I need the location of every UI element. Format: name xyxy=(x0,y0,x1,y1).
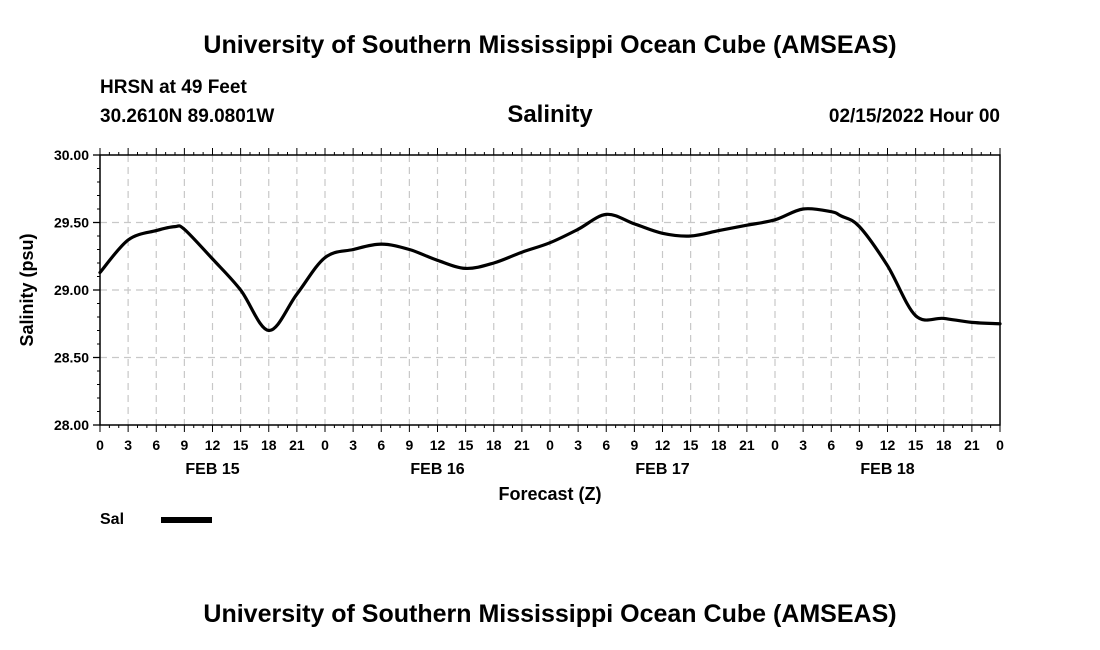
data-point xyxy=(174,225,176,228)
x-tick-label: 9 xyxy=(855,437,863,453)
data-point xyxy=(380,243,383,245)
x-tick-label: 6 xyxy=(377,437,385,453)
data-point xyxy=(942,317,945,320)
data-point xyxy=(436,259,439,262)
data-point xyxy=(239,289,242,291)
x-tick-label: 0 xyxy=(546,437,554,453)
y-tick-label: 30.00 xyxy=(54,147,89,163)
x-tick-label: 21 xyxy=(289,437,305,453)
x-tick-label: 3 xyxy=(349,437,357,453)
data-point xyxy=(717,229,720,232)
data-point xyxy=(830,210,833,213)
x-tick-label: 12 xyxy=(655,437,671,453)
data-point xyxy=(267,329,270,332)
page-title: University of Southern Mississippi Ocean… xyxy=(203,31,897,59)
data-point xyxy=(127,239,129,241)
data-point xyxy=(549,241,551,244)
footer-title: University of Southern Mississippi Ocean… xyxy=(203,600,897,628)
y-tick-label: 29.00 xyxy=(54,282,89,298)
x-tick-label: 6 xyxy=(602,437,610,453)
x-tick-label: 15 xyxy=(458,437,474,453)
x-tick-label: 12 xyxy=(430,437,446,453)
x-tick-label: 15 xyxy=(233,437,249,453)
x-tick-label: 9 xyxy=(630,437,638,453)
data-point xyxy=(839,214,842,217)
x-tick-label: 0 xyxy=(96,437,104,453)
data-point xyxy=(661,232,664,235)
data-point xyxy=(464,267,467,270)
forecast-datetime: 02/15/2022 Hour 00 xyxy=(828,106,1000,127)
x-tick-label: 12 xyxy=(880,437,896,453)
day-label: FEB 15 xyxy=(185,461,239,478)
data-point xyxy=(352,248,354,251)
y-tick-label: 28.50 xyxy=(54,350,89,366)
x-tick-label: 21 xyxy=(964,437,980,453)
y-tick-label: 28.00 xyxy=(54,417,89,433)
data-point xyxy=(296,293,298,295)
data-point xyxy=(858,225,861,228)
data-point xyxy=(211,258,214,260)
data-point xyxy=(774,219,776,221)
chart-title: Salinity xyxy=(507,101,593,128)
day-label: FEB 17 xyxy=(635,461,689,478)
data-point xyxy=(971,321,973,324)
x-tick-label: 0 xyxy=(996,437,1004,453)
x-tick-label: 0 xyxy=(771,437,779,453)
y-axis-label: Salinity (psu) xyxy=(17,233,37,346)
data-point xyxy=(408,248,411,251)
data-point xyxy=(633,223,636,225)
data-point xyxy=(914,314,917,317)
day-label: FEB 16 xyxy=(410,461,464,478)
data-point xyxy=(802,208,804,210)
legend-label: Sal xyxy=(100,511,125,528)
x-tick-label: 15 xyxy=(908,437,924,453)
x-tick-label: 18 xyxy=(711,437,727,453)
data-point xyxy=(886,264,889,267)
data-point xyxy=(183,228,186,231)
x-tick-label: 18 xyxy=(261,437,277,453)
x-axis-label: Forecast (Z) xyxy=(498,484,601,504)
data-point xyxy=(689,235,692,237)
x-tick-label: 12 xyxy=(205,437,221,453)
data-point xyxy=(155,229,158,232)
x-tick-label: 21 xyxy=(739,437,755,453)
x-tick-label: 9 xyxy=(180,437,188,453)
data-point xyxy=(605,213,608,216)
data-point xyxy=(746,224,748,226)
station-label: HRSN at 49 Feet xyxy=(100,77,247,98)
coordinates-label: 30.2610N 89.0801W xyxy=(100,106,275,127)
legend-swatch xyxy=(161,517,212,523)
data-point xyxy=(577,228,579,231)
x-tick-label: 18 xyxy=(486,437,502,453)
data-point xyxy=(324,256,326,259)
x-tick-label: 3 xyxy=(799,437,807,453)
y-tick-label: 29.50 xyxy=(54,215,89,231)
x-tick-label: 6 xyxy=(827,437,835,453)
x-tick-label: 0 xyxy=(321,437,329,453)
x-tick-label: 15 xyxy=(683,437,699,453)
data-point xyxy=(492,262,495,264)
data-point xyxy=(999,322,1001,325)
x-tick-label: 6 xyxy=(152,437,160,453)
data-point xyxy=(521,251,523,253)
x-tick-label: 3 xyxy=(574,437,582,453)
x-tick-label: 9 xyxy=(405,437,413,453)
x-tick-label: 18 xyxy=(936,437,952,453)
x-tick-label: 21 xyxy=(514,437,530,453)
data-point xyxy=(99,271,101,274)
day-label: FEB 18 xyxy=(860,461,914,478)
x-tick-label: 3 xyxy=(124,437,132,453)
